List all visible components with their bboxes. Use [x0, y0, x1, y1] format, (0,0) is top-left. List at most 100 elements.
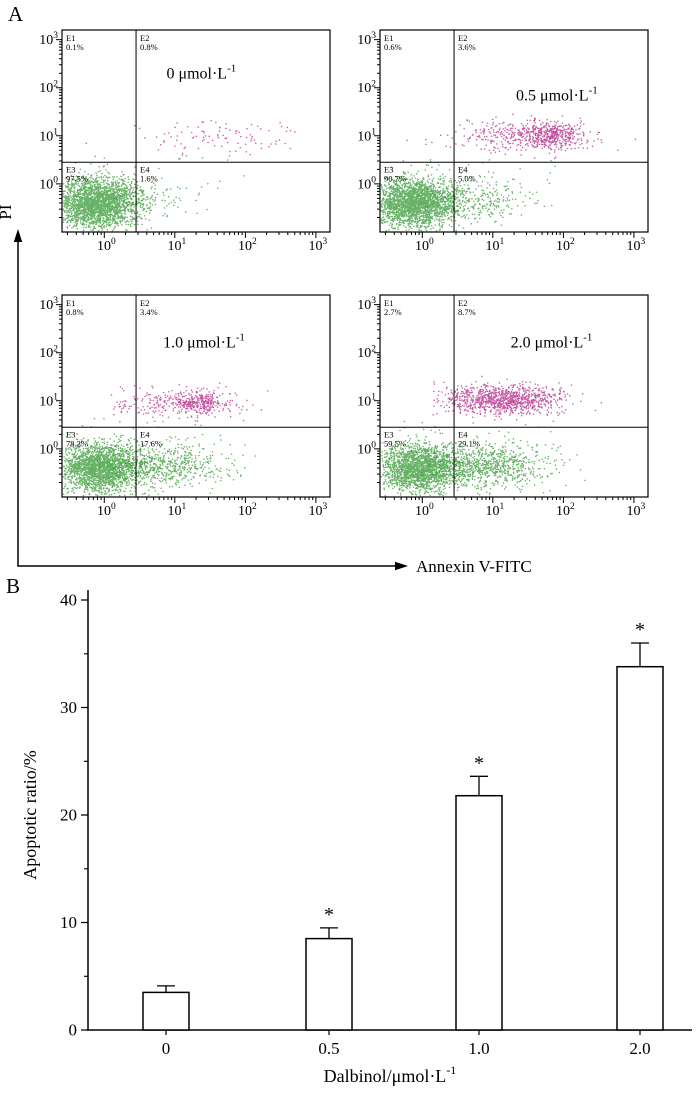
- significance-marker: *: [324, 904, 334, 926]
- scatter-points-green: [396, 156, 557, 186]
- quadrant-percent: 0.8%: [140, 42, 158, 52]
- scatter-points-green: [73, 433, 256, 497]
- x-axis-arrowhead-icon: [395, 561, 408, 571]
- quadrant-id: E1: [66, 298, 75, 308]
- quadrant-id: E3: [384, 429, 393, 439]
- y-tick-label: 100: [357, 441, 376, 458]
- x-tick-label: 100: [97, 502, 116, 519]
- quadrant-id: E1: [384, 298, 393, 308]
- bar: [305, 937, 353, 1031]
- y-axis-ticks: [81, 599, 88, 1031]
- y-tick-label: 10: [60, 913, 77, 932]
- scatter-points-green: [380, 427, 491, 497]
- y-tick-label: 100: [39, 441, 58, 458]
- plot-title: 1.0 μmol·L-1: [163, 332, 245, 352]
- x-tick-label: 102: [556, 237, 575, 254]
- flow-plot-0: 100 100 101 101 102 102 103 103 E10.1% E20.8% E397…: [39, 29, 331, 254]
- scatter-points-magenta: [118, 386, 238, 418]
- y-axis-arrowhead-icon: [13, 229, 23, 242]
- quadrant-percent: 17.6%: [140, 438, 162, 448]
- quadrant-percent: 97.5%: [66, 173, 88, 183]
- y-axis-title: PI: [0, 204, 15, 219]
- quadrant-percent: 78.2%: [66, 438, 88, 448]
- quadrant-id: E2: [140, 33, 149, 43]
- panel-b-label: B: [6, 574, 21, 598]
- quadrant-percent: 1.6%: [140, 173, 158, 183]
- plot-title: 0 μmol·L-1: [166, 62, 236, 82]
- axis-ticks: [374, 304, 635, 503]
- y-tick-label: 101: [357, 127, 376, 144]
- x-tick-label: 2.0: [629, 1039, 650, 1058]
- quadrant-id: E4: [458, 164, 468, 174]
- quadrant-id: E4: [458, 429, 468, 439]
- y-tick-label: 100: [39, 176, 58, 193]
- y-tick-label: 102: [39, 344, 58, 361]
- x-tick-label: 102: [238, 237, 257, 254]
- x-tick-label: 103: [627, 502, 646, 519]
- quadrant-id: E2: [458, 298, 467, 308]
- scatter-points-magenta: [445, 119, 585, 151]
- x-tick-label: 103: [309, 502, 328, 519]
- quadrant-id: E3: [384, 164, 393, 174]
- quadrant-percent: 0.8%: [66, 307, 84, 317]
- y-tick-label: 103: [39, 31, 58, 48]
- quadrant-percent: 3.6%: [458, 42, 476, 52]
- x-axis-title: Annexin V-FITC: [416, 557, 532, 575]
- x-tick-label: 101: [167, 237, 186, 254]
- y-tick-label: 101: [357, 392, 376, 409]
- panel-a-axes: PI Annexin V-FITC: [0, 204, 532, 575]
- scatter-points-magenta: [516, 115, 600, 154]
- y-tick-label: 102: [357, 79, 376, 96]
- quadrant-id: E4: [140, 429, 150, 439]
- y-tick-label: 102: [39, 79, 58, 96]
- x-tick-label: 0: [162, 1039, 171, 1058]
- axis-ticks: [56, 304, 317, 503]
- axis-ticks: [56, 39, 317, 238]
- scatter-points-magenta: [85, 120, 296, 160]
- x-tick-label: 101: [485, 237, 504, 254]
- x-tick-label: 101: [485, 502, 504, 519]
- scatter-points-green: [91, 167, 208, 225]
- x-axis-title: Dalbinol/μmol·L-1: [324, 1063, 457, 1086]
- quadrant-id: E3: [66, 164, 75, 174]
- bar: [616, 665, 664, 1031]
- significance-marker: *: [635, 619, 645, 641]
- y-tick-label: 103: [357, 296, 376, 313]
- plot-title: 2.0 μmol·L-1: [511, 332, 593, 352]
- quadrant-percent: 2.7%: [384, 307, 402, 317]
- x-tick-label: 103: [309, 237, 328, 254]
- bar: [455, 794, 503, 1031]
- y-tick-label: 40: [60, 591, 77, 610]
- y-tick-label: 103: [39, 296, 58, 313]
- quadrant-id: E2: [458, 33, 467, 43]
- x-tick-label: 103: [627, 237, 646, 254]
- scatter-points-magenta: [432, 380, 562, 416]
- y-tick-label: 30: [60, 698, 77, 717]
- quadrant-id: E2: [140, 298, 149, 308]
- quadrant-id: E1: [384, 33, 393, 43]
- bar-chart-panel: 0 10 20 30 40 0 * 0.5 * 1.0 * 2.0 Apoptotic ratio/% D…: [20, 590, 692, 1086]
- scatter-points-magenta: [133, 121, 292, 153]
- quadrant-id: E4: [140, 164, 150, 174]
- y-tick-label: 20: [60, 806, 77, 825]
- quadrant-percent: 0.6%: [384, 42, 402, 52]
- x-axis-ticks: [165, 1030, 641, 1035]
- axis-ticks: [374, 39, 635, 238]
- scatter-points-green: [403, 420, 558, 454]
- y-tick-label: 101: [39, 392, 58, 409]
- x-tick-label: 100: [415, 237, 434, 254]
- quadrant-percent: 3.4%: [140, 307, 158, 317]
- x-tick-label: 100: [415, 502, 434, 519]
- y-tick-label: 0: [69, 1021, 78, 1040]
- quadrant-percent: 29.1%: [458, 438, 480, 448]
- y-axis-title: Apoptotic ratio/%: [20, 750, 40, 879]
- y-tick-label: 100: [357, 176, 376, 193]
- x-tick-label: 102: [556, 502, 575, 519]
- significance-marker: *: [474, 752, 484, 774]
- flow-plot-2.0: 100 100 101 101 102 102 103 103 E12.7% E28.7% E359…: [357, 294, 649, 519]
- scatter-points-magenta: [174, 387, 238, 418]
- y-tick-label: 103: [357, 31, 376, 48]
- x-tick-label: 1.0: [468, 1039, 489, 1058]
